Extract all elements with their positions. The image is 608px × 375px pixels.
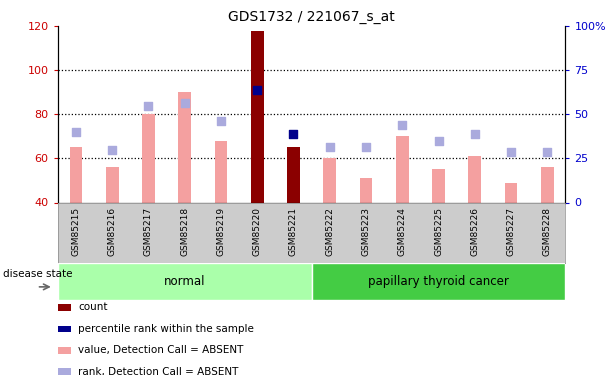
Bar xyxy=(360,178,372,203)
Bar xyxy=(178,92,191,202)
Text: papillary thyroid cancer: papillary thyroid cancer xyxy=(368,275,509,288)
Text: GSM85221: GSM85221 xyxy=(289,207,298,256)
Text: GSM85217: GSM85217 xyxy=(144,207,153,256)
Text: GSM85224: GSM85224 xyxy=(398,207,407,256)
Bar xyxy=(215,141,227,202)
Text: GSM85225: GSM85225 xyxy=(434,207,443,256)
Point xyxy=(216,118,226,124)
Bar xyxy=(396,136,409,202)
Point xyxy=(289,131,299,137)
Point xyxy=(107,147,117,153)
Point xyxy=(180,100,190,106)
Text: value, Detection Call = ABSENT: value, Detection Call = ABSENT xyxy=(78,345,244,355)
Point xyxy=(470,131,480,137)
Text: GSM85226: GSM85226 xyxy=(470,207,479,256)
Point xyxy=(542,149,552,155)
Text: GSM85216: GSM85216 xyxy=(108,207,117,256)
Point xyxy=(361,144,371,150)
Title: GDS1732 / 221067_s_at: GDS1732 / 221067_s_at xyxy=(228,10,395,24)
Bar xyxy=(432,170,445,202)
Point xyxy=(143,102,153,109)
Bar xyxy=(58,262,311,300)
Text: normal: normal xyxy=(164,275,206,288)
Point xyxy=(434,138,443,144)
Bar xyxy=(468,156,481,203)
Text: GSM85215: GSM85215 xyxy=(71,207,80,256)
Bar xyxy=(69,147,82,202)
Text: count: count xyxy=(78,303,108,312)
Text: GSM85227: GSM85227 xyxy=(506,207,516,256)
Point xyxy=(398,122,407,128)
Point xyxy=(506,149,516,155)
Bar xyxy=(541,167,554,202)
Bar xyxy=(142,114,155,202)
Bar xyxy=(505,183,517,203)
Point xyxy=(252,87,262,93)
Bar xyxy=(106,167,119,202)
Point xyxy=(71,129,81,135)
Text: GSM85218: GSM85218 xyxy=(180,207,189,256)
Text: GSM85220: GSM85220 xyxy=(253,207,261,256)
Text: rank, Detection Call = ABSENT: rank, Detection Call = ABSENT xyxy=(78,367,239,375)
Bar xyxy=(251,31,263,202)
Bar xyxy=(311,262,565,300)
Text: GSM85223: GSM85223 xyxy=(362,207,370,256)
Text: percentile rank within the sample: percentile rank within the sample xyxy=(78,324,254,334)
Text: GSM85228: GSM85228 xyxy=(543,207,552,256)
Point xyxy=(325,144,334,150)
Bar xyxy=(323,158,336,203)
Text: GSM85222: GSM85222 xyxy=(325,207,334,256)
Text: GSM85219: GSM85219 xyxy=(216,207,226,256)
Bar xyxy=(287,147,300,202)
Text: disease state: disease state xyxy=(3,269,72,279)
